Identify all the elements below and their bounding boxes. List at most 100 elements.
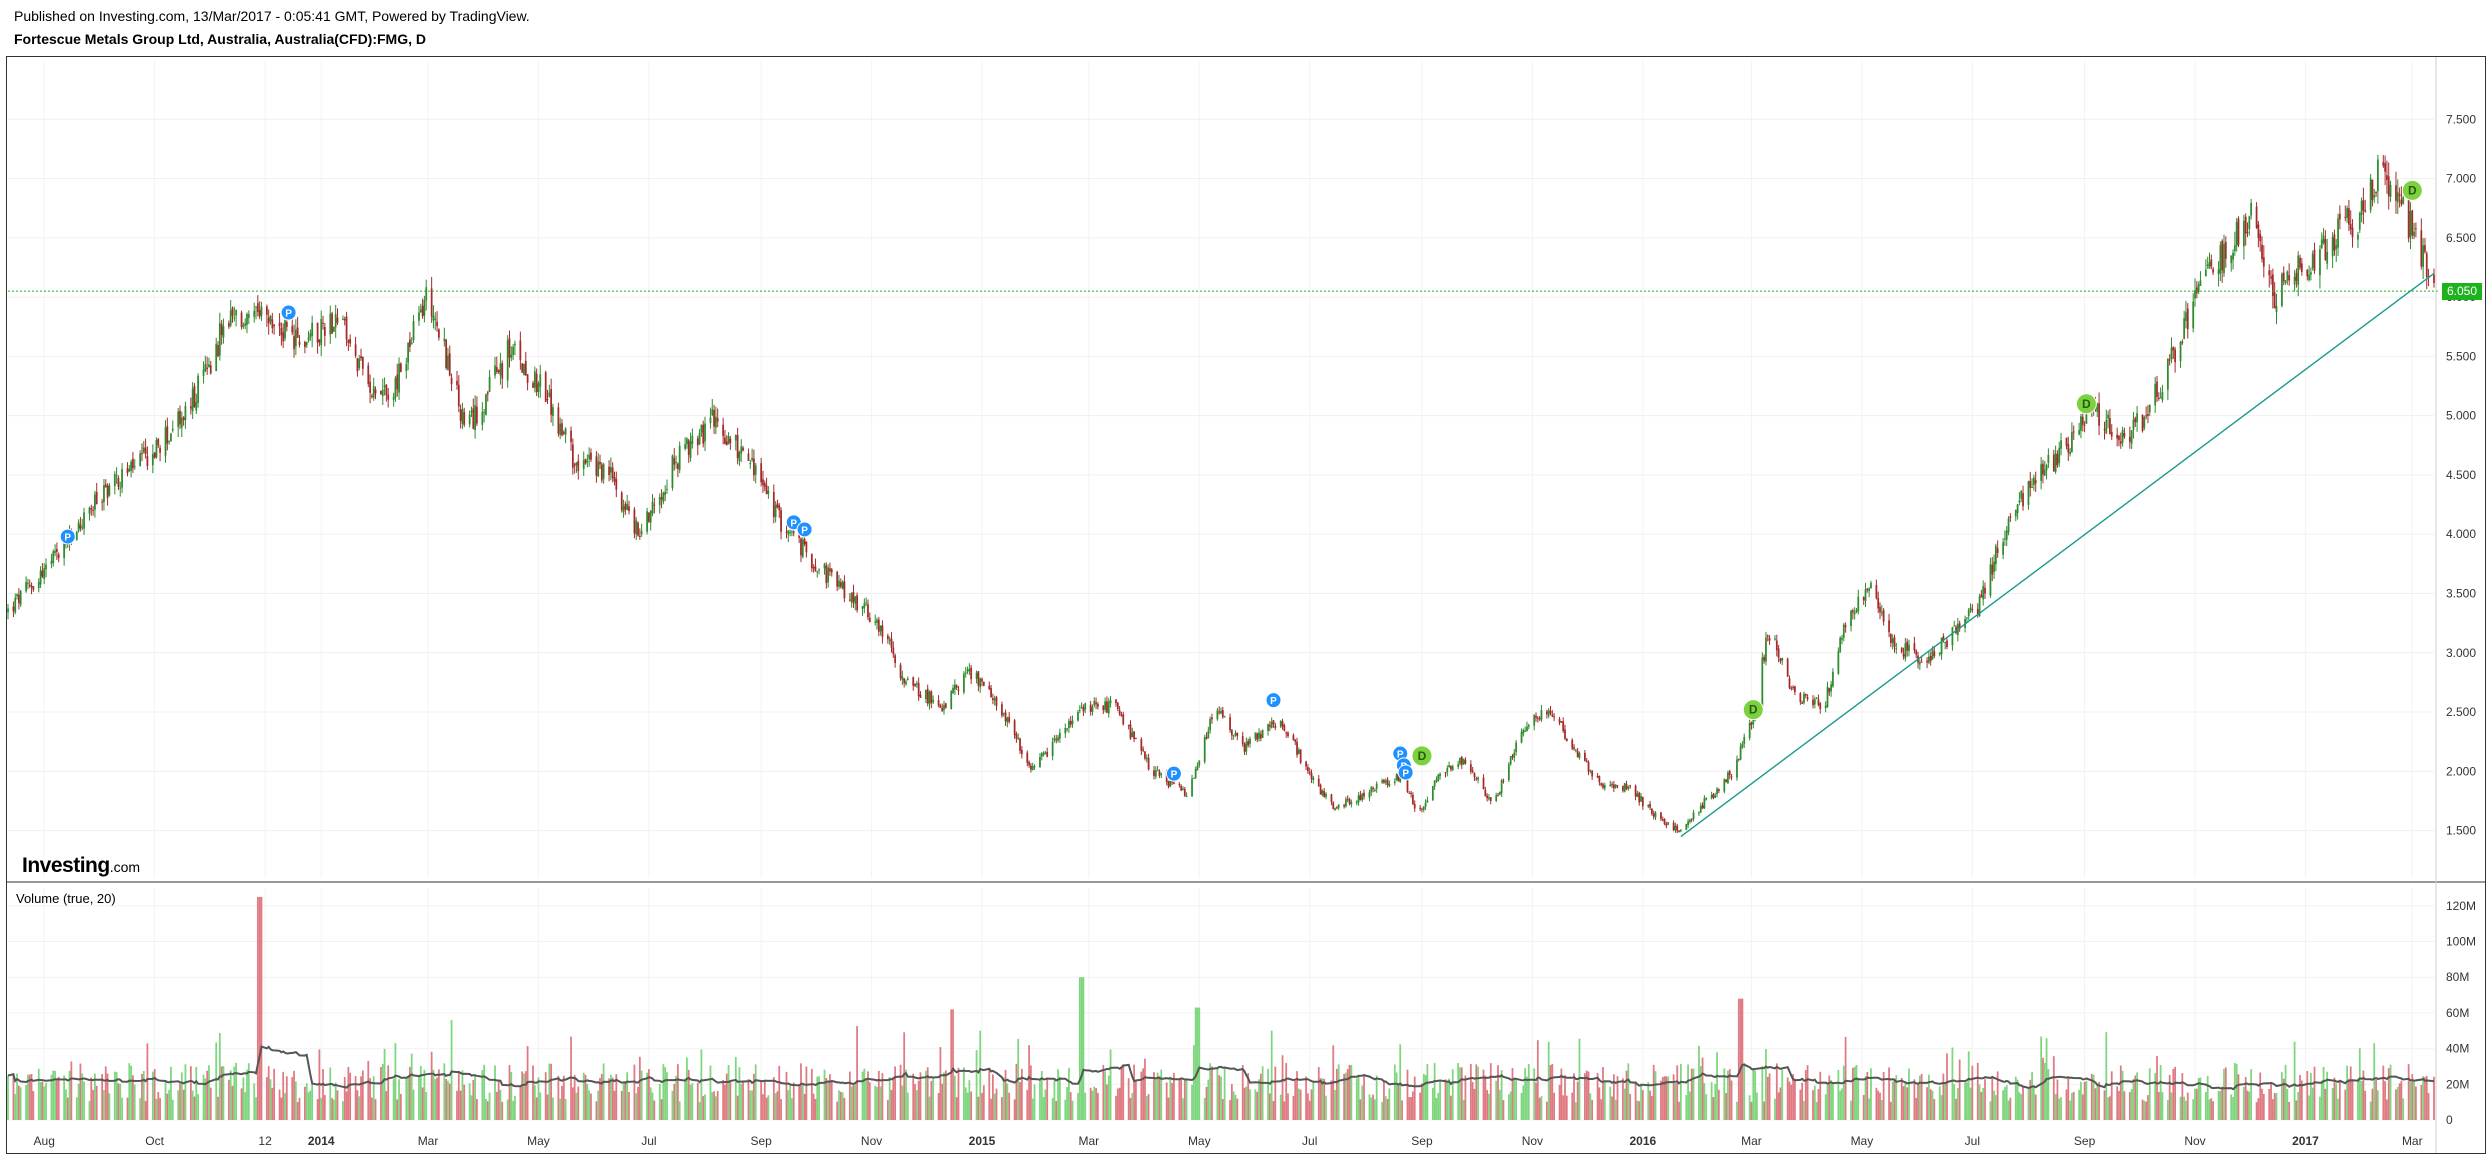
- trend-line[interactable]: [1680, 272, 2435, 838]
- volume-tick-label: 100M: [2446, 935, 2476, 949]
- candle-body: [1712, 793, 1715, 798]
- candle-body: [1044, 752, 1047, 754]
- candle-body: [459, 409, 462, 421]
- price-axis[interactable]: 1.5002.0002.5003.0003.5004.0004.5005.000…: [2446, 112, 2476, 837]
- candle-body: [622, 506, 625, 513]
- candle-body: [861, 606, 864, 609]
- candle-body: [246, 313, 248, 325]
- candle-body: [179, 410, 181, 425]
- candle-body: [2358, 213, 2361, 230]
- candle-body: [1689, 819, 1691, 822]
- candle-body: [1938, 652, 1941, 655]
- volume-bar: [1459, 1067, 1461, 1120]
- volume-bar: [2250, 1069, 2253, 1120]
- volume-bar: [1457, 1062, 1460, 1120]
- volume-bar: [1104, 1071, 1107, 1120]
- time-tick-label: Sep: [1411, 1134, 1433, 1148]
- volume-bar: [1736, 1101, 1738, 1120]
- candle-body: [2311, 253, 2314, 269]
- volume-bar: [485, 1099, 487, 1120]
- candle-body: [760, 463, 763, 483]
- time-tick-label: May: [1851, 1134, 1874, 1148]
- volume-bar: [1650, 1096, 1653, 1120]
- candle-body: [1817, 699, 1820, 706]
- candle-body: [1920, 661, 1923, 663]
- candle-body: [691, 435, 694, 444]
- marker-p: P: [1397, 764, 1414, 781]
- candle-body: [1611, 784, 1613, 786]
- candle-body: [928, 691, 931, 705]
- candle-body: [2313, 249, 2316, 271]
- candle-body: [104, 484, 107, 487]
- candle-body: [1285, 732, 1288, 734]
- volume-bar: [14, 1093, 17, 1120]
- volume-bar: [713, 1091, 715, 1120]
- volume-bar: [1118, 1087, 1121, 1120]
- volume-bar: [483, 1064, 486, 1120]
- candle-body: [83, 512, 85, 529]
- candle-body: [801, 539, 804, 557]
- candle-body: [1627, 786, 1630, 789]
- marker-circle: [1397, 764, 1414, 781]
- volume-bar: [2271, 1099, 2274, 1120]
- volume-bar: [166, 1093, 169, 1120]
- volume-bar: [459, 1090, 462, 1120]
- volume-bar: [767, 1095, 770, 1120]
- candle-body: [550, 389, 553, 415]
- volume-bar: [2219, 1090, 2222, 1120]
- candle-body: [888, 639, 891, 641]
- candle-body: [2233, 245, 2236, 251]
- candle-body: [360, 356, 362, 359]
- volume-bar: [182, 1089, 185, 1120]
- candle-body: [1243, 744, 1246, 752]
- candle-body: [1705, 798, 1708, 800]
- candle-body: [1498, 792, 1501, 795]
- time-axis[interactable]: Aug Oct 12 2014 Mar May Jul Sep Nov 2015 Mar May Jul…: [34, 1134, 2423, 1148]
- volume-bar: [233, 1066, 236, 1120]
- candle-body: [742, 447, 744, 451]
- candle-body: [818, 569, 820, 571]
- volume-bar: [1071, 1100, 1074, 1120]
- volume-bar: [2083, 1081, 2086, 1120]
- volume-tick-label: 20M: [2446, 1077, 2469, 1091]
- candle-body: [2045, 465, 2048, 471]
- candle-body: [381, 389, 384, 397]
- volume-bar: [1888, 1067, 1890, 1120]
- volume-bar: [704, 1094, 706, 1120]
- candle-body: [450, 377, 453, 385]
- time-tick-label: Aug: [34, 1134, 55, 1148]
- volume-bar: [1788, 1081, 1791, 1120]
- candle-body: [398, 363, 400, 393]
- volume-bar: [227, 1079, 230, 1120]
- candle-body: [54, 550, 56, 553]
- volume-bar: [662, 1064, 665, 1120]
- candle-body: [1500, 780, 1503, 794]
- volume-bar: [1956, 1088, 1959, 1120]
- candle-body: [666, 488, 668, 490]
- volume-bar: [1374, 1099, 1376, 1120]
- candle-body: [524, 360, 527, 376]
- volume-bar: [1040, 1070, 1043, 1120]
- candle-body: [2034, 480, 2037, 484]
- candle-body: [2326, 252, 2329, 264]
- volume-bar: [1587, 1071, 1590, 1120]
- volume-bar: [584, 1074, 587, 1120]
- candle-body: [144, 447, 147, 454]
- candle-body: [2212, 269, 2215, 273]
- candle-body: [282, 332, 285, 342]
- volume-bar: [2313, 1066, 2316, 1120]
- candle-body: [1180, 785, 1183, 791]
- volume-bar: [2244, 1077, 2247, 1120]
- volume-bar: [2118, 1090, 2120, 1120]
- candle-body: [2009, 516, 2012, 518]
- candle-body: [1026, 752, 1029, 763]
- volume-bar: [1768, 1073, 1771, 1120]
- candle-body: [1033, 765, 1036, 768]
- volume-bar: [501, 1101, 504, 1120]
- candle-body: [1097, 704, 1099, 707]
- candle-body: [412, 321, 415, 341]
- candle-body: [27, 582, 29, 584]
- candle-body: [635, 520, 638, 535]
